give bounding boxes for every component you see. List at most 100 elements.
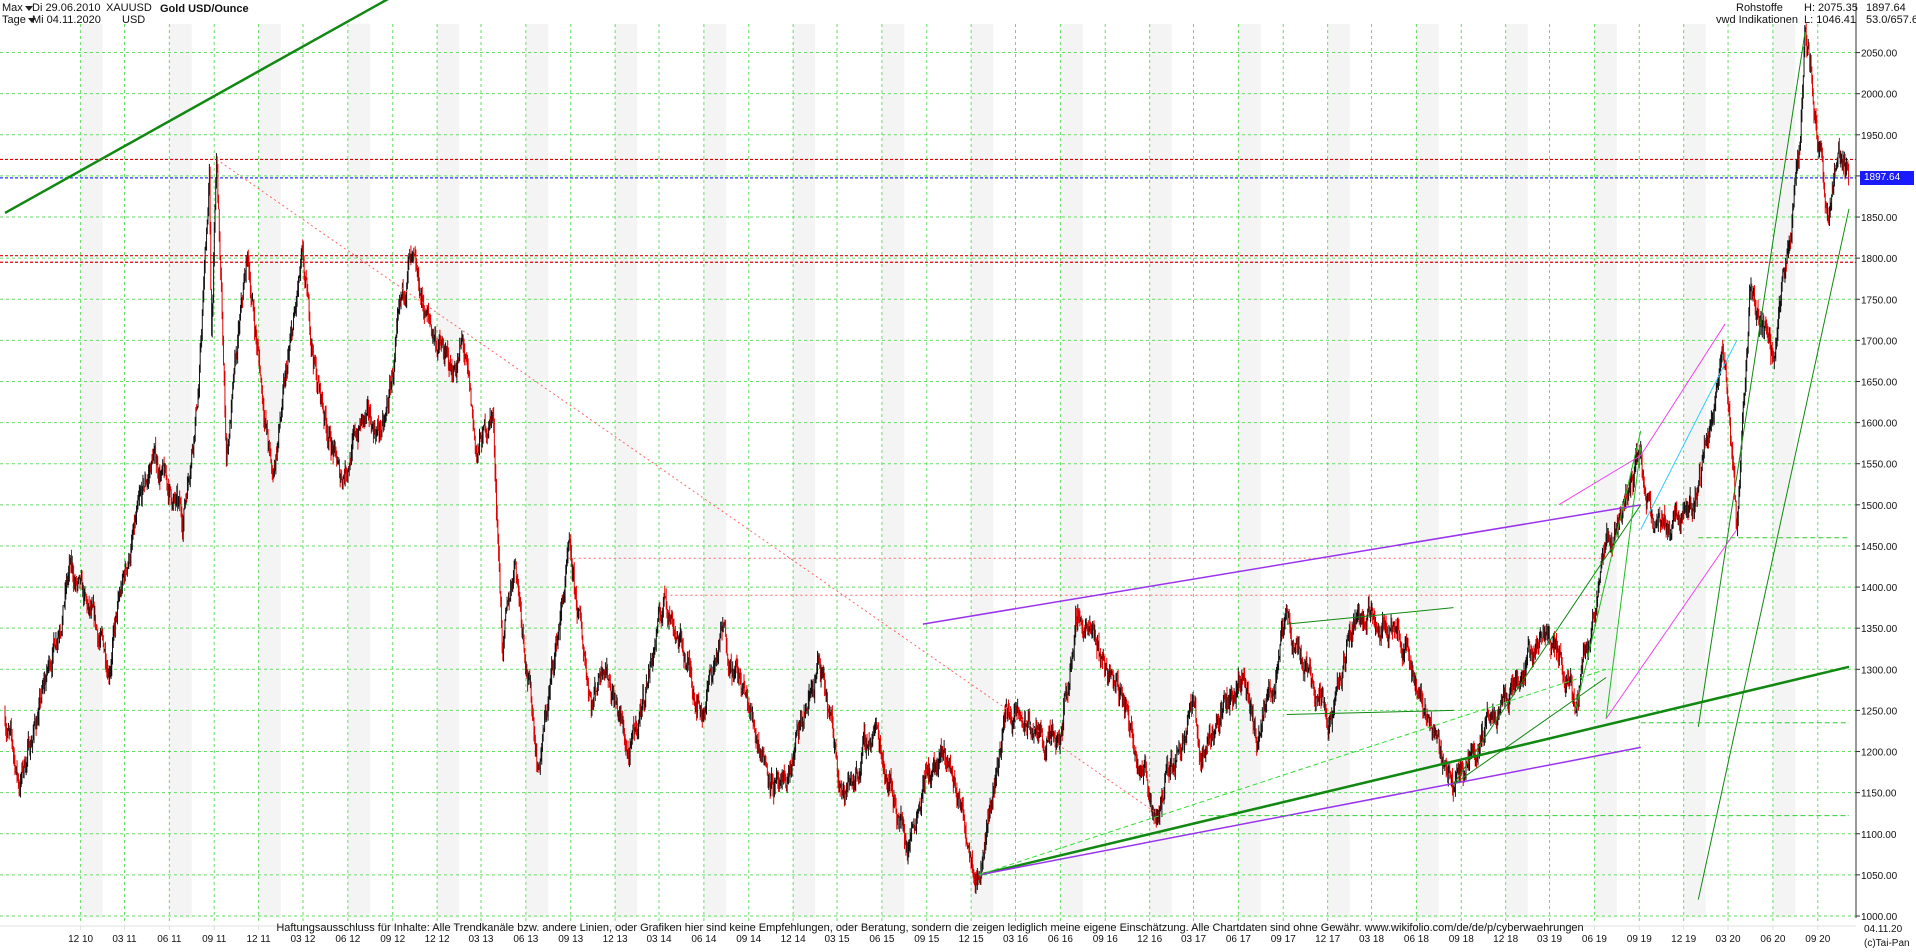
x-tick-label: 06 18 (1404, 934, 1429, 945)
month-band (615, 24, 638, 918)
current-date: 04.11.20 (1864, 924, 1903, 935)
x-tick-label: 03 18 (1359, 934, 1384, 945)
x-tick-label: 03 17 (1181, 934, 1206, 945)
x-tick-label: 03 14 (646, 934, 671, 945)
x-tick-label: 06 20 (1760, 934, 1785, 945)
symbol: XAUUSD (106, 2, 152, 14)
x-tick-label: 03 19 (1537, 934, 1562, 945)
y-tick-label: 1100.00 (1861, 830, 1897, 841)
x-tick-label: 09 11 (202, 934, 227, 945)
x-tick-label: 03 11 (112, 934, 137, 945)
trendline (1605, 529, 1738, 719)
chevron-down-icon (27, 17, 36, 23)
high-value: H: 2075.35 (1804, 2, 1858, 14)
trendline (1640, 323, 1726, 456)
x-tick-label: 12 17 (1315, 934, 1340, 945)
y-tick-label: 2000.00 (1861, 90, 1898, 101)
trendline (216, 159, 1157, 814)
date-from: Di 29.06.2010 (32, 2, 101, 14)
y-tick-label: 1750.00 (1861, 295, 1898, 306)
y-tick-label: 1700.00 (1861, 336, 1898, 347)
trendline (1697, 208, 1850, 900)
trendline (978, 668, 1607, 876)
x-tick-label: 06 15 (869, 934, 894, 945)
x-tick-label: 06 19 (1582, 934, 1607, 945)
horizontal-levels (0, 158, 1856, 263)
trendline (1286, 607, 1454, 625)
currency: USD (122, 14, 146, 26)
y-tick-label: 1200.00 (1861, 748, 1898, 759)
y-tick-label: 1350.00 (1861, 624, 1898, 635)
y-tick-label: 1250.00 (1861, 706, 1898, 717)
x-tick-label: 09 15 (914, 934, 939, 945)
grid-lines (0, 24, 1856, 926)
low-value: L: 1046.41 (1804, 14, 1856, 26)
chart-title: Gold USD/Ounce (160, 3, 249, 15)
y-tick-label: 1950.00 (1861, 131, 1898, 142)
change-value: 53.0/657.6 (1866, 14, 1916, 26)
y-tick-label: 2050.00 (1861, 49, 1898, 60)
month-band (793, 24, 816, 918)
month-band (1505, 24, 1528, 918)
y-tick-label: 1500.00 (1861, 501, 1898, 512)
trendline (1640, 340, 1738, 530)
period-select[interactable]: Max (2, 2, 33, 15)
trendline (978, 665, 1850, 877)
x-tick-label: 09 16 (1093, 934, 1118, 945)
month-bands (80, 24, 1796, 918)
chart-header: Max Di 29.06.2010 Tage Mi 04.11.2020 XAU… (0, 0, 1916, 30)
y-tick-label: 1300.00 (1861, 665, 1898, 676)
x-tick-label: 12 10 (68, 934, 93, 945)
x-tick-label: 12 13 (603, 934, 628, 945)
month-band (703, 24, 727, 918)
month-band (1238, 24, 1261, 918)
month-band (80, 24, 103, 918)
x-tick-label: 12 15 (959, 934, 984, 945)
trendline (1605, 447, 1642, 719)
price-candles (4, 23, 1850, 895)
y-tick-label: 1600.00 (1861, 419, 1898, 430)
trendline (978, 746, 1641, 876)
trendline (1697, 31, 1806, 727)
interval-select[interactable]: Tage (2, 14, 36, 27)
category: Rohstoffe (1736, 2, 1783, 14)
month-band (525, 24, 549, 918)
month-band (1416, 24, 1439, 918)
month-band (347, 24, 371, 918)
trendline (1453, 504, 1642, 785)
x-tick-label: 03 15 (825, 934, 850, 945)
x-tick-label: 06 11 (157, 934, 182, 945)
y-tick-label: 1800.00 (1861, 254, 1898, 265)
y-tick-label: 1850.00 (1861, 213, 1898, 224)
x-tick-label: 09 17 (1271, 934, 1296, 945)
chevron-down-icon (24, 5, 33, 11)
x-tick-label: 09 18 (1449, 934, 1474, 945)
month-band (258, 24, 281, 918)
current-price-tag: 1897.64 (1860, 170, 1914, 185)
month-band (437, 24, 460, 918)
y-tick-label: 1550.00 (1861, 460, 1898, 471)
y-tick-label: 1150.00 (1861, 789, 1897, 800)
month-band (971, 24, 994, 918)
x-tick-label: 09 14 (736, 934, 761, 945)
month-band (1683, 24, 1706, 918)
trendlines (4, 0, 1850, 900)
trendline (1558, 455, 1642, 506)
month-band (1327, 24, 1350, 918)
trendline (1453, 677, 1607, 785)
x-tick-label: 06 13 (513, 934, 538, 945)
x-tick-label: 12 11 (246, 934, 271, 945)
x-tick-label: 03 12 (290, 934, 315, 945)
x-tick-label: 12 14 (781, 934, 806, 945)
x-tick-label: 09 20 (1805, 934, 1830, 945)
interval-select-value: Tage (2, 14, 26, 26)
y-tick-label: 1450.00 (1861, 542, 1898, 553)
month-band (1594, 24, 1617, 918)
y-tick-label: 1000.00 (1861, 912, 1898, 923)
x-tick-label: 06 17 (1226, 934, 1251, 945)
trendline (4, 0, 389, 215)
x-tick-label: 03 20 (1716, 934, 1741, 945)
trendline (922, 504, 1641, 625)
y-tick-label: 1050.00 (1861, 871, 1898, 882)
